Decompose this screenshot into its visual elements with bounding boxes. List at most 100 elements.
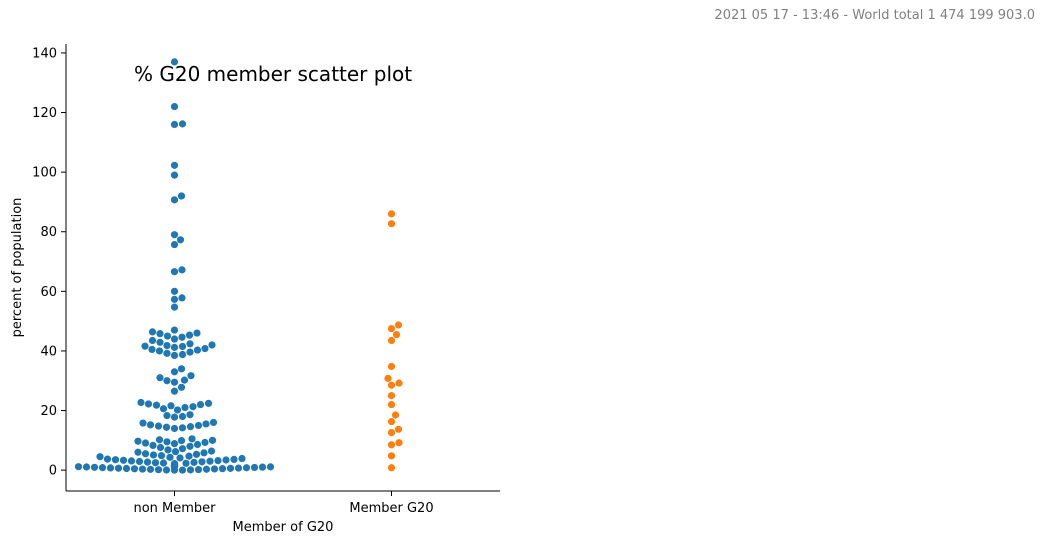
data-point	[210, 465, 219, 473]
data-point	[106, 464, 115, 472]
data-point	[178, 333, 186, 341]
data-point	[178, 120, 187, 128]
data-point	[163, 332, 172, 340]
data-point	[189, 403, 197, 411]
data-point	[82, 463, 91, 471]
data-point	[163, 412, 171, 420]
data-point	[177, 192, 186, 200]
data-point	[178, 266, 186, 274]
data-point	[170, 424, 179, 433]
data-point	[387, 400, 396, 409]
data-point	[170, 335, 179, 343]
x-axis-label: Member of G20	[233, 520, 334, 535]
data-point	[163, 438, 171, 446]
data-point	[387, 452, 396, 460]
data-point	[170, 413, 179, 421]
data-point	[178, 412, 187, 421]
data-point	[149, 441, 157, 450]
data-point	[387, 336, 396, 345]
data-point	[387, 428, 396, 437]
data-point	[178, 294, 186, 302]
data-point	[176, 236, 185, 244]
data-point	[234, 464, 243, 472]
data-point	[167, 402, 175, 410]
data-point	[127, 457, 136, 465]
data-point	[170, 196, 179, 204]
y-ticks: 0 20 40 60 80 100 120 140	[32, 46, 66, 479]
data-point	[178, 350, 187, 359]
data-point	[230, 455, 238, 464]
data-point	[178, 424, 187, 432]
data-point	[208, 436, 217, 444]
y-tick-label: 40	[40, 344, 57, 359]
data-point	[90, 463, 99, 471]
y-tick-label: 60	[40, 285, 57, 300]
data-point	[170, 295, 179, 303]
y-tick-label: 80	[40, 225, 57, 240]
data-point	[139, 419, 147, 427]
data-point	[74, 463, 83, 471]
data-point	[170, 102, 179, 111]
data-point	[178, 445, 187, 453]
data-point	[156, 374, 164, 382]
data-point	[154, 466, 163, 474]
data-point	[186, 340, 194, 348]
data-point	[148, 345, 156, 354]
data-point	[170, 459, 179, 468]
data-point	[156, 330, 164, 338]
data-point	[186, 348, 194, 356]
data-point	[170, 326, 179, 334]
data-point	[170, 303, 179, 311]
data-point	[193, 346, 202, 354]
data-point	[170, 120, 179, 129]
data-point	[193, 440, 202, 449]
data-point	[190, 458, 198, 466]
data-point	[194, 465, 203, 474]
data-point	[395, 379, 403, 387]
data-point	[119, 456, 128, 464]
x-tick-label: non Member	[133, 501, 216, 516]
data-point	[186, 423, 195, 431]
data-point	[146, 421, 155, 429]
data-point	[188, 435, 196, 443]
data-point	[258, 463, 267, 471]
data-point	[204, 399, 213, 407]
y-tick-label: 120	[32, 106, 57, 121]
data-point	[182, 459, 190, 467]
data-point	[151, 459, 160, 467]
data-point	[202, 420, 210, 428]
chart-title: % G20 member scatter plot	[134, 62, 412, 86]
data-point	[200, 449, 208, 457]
data-point	[226, 464, 235, 472]
data-point	[162, 423, 171, 431]
data-point	[164, 446, 172, 454]
data-point	[242, 464, 251, 472]
data-point	[180, 376, 189, 384]
data-point	[192, 450, 201, 458]
data-point	[392, 330, 401, 339]
data-point	[155, 436, 164, 444]
y-tick-label: 0	[49, 464, 57, 479]
data-point	[156, 443, 165, 452]
data-point	[206, 457, 214, 465]
data-point	[170, 171, 179, 179]
axes	[65, 44, 500, 492]
data-point	[218, 465, 227, 473]
data-point	[193, 329, 201, 337]
x-ticks: non Member Member G20	[133, 491, 434, 516]
data-point	[187, 372, 195, 380]
data-point	[170, 58, 179, 66]
data-point	[214, 457, 222, 465]
data-point	[170, 387, 179, 395]
data-point	[186, 411, 194, 419]
data-point	[98, 464, 107, 472]
data-point	[122, 464, 131, 473]
data-point	[176, 454, 184, 462]
data-point	[170, 231, 179, 239]
data-point	[163, 341, 171, 350]
data-point	[194, 421, 203, 430]
data-point	[387, 441, 396, 449]
data-point	[141, 439, 150, 447]
data-point	[391, 411, 400, 419]
data-point	[395, 439, 403, 447]
